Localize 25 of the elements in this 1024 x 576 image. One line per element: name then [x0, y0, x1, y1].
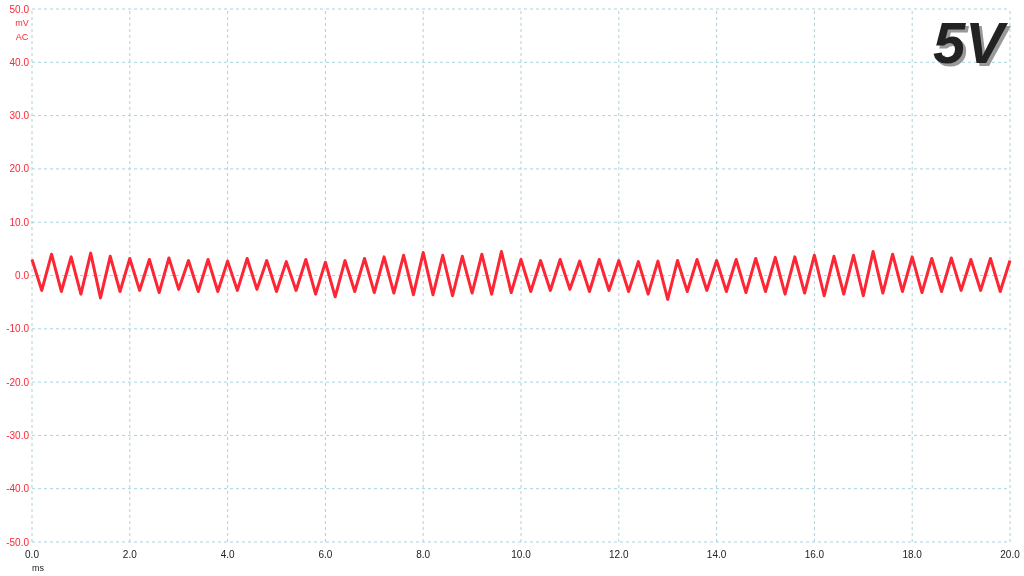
y-tick-label: -10.0	[6, 323, 30, 335]
y-tick-label: -30.0	[6, 429, 30, 441]
x-tick-label: 10.0	[511, 549, 532, 560]
y-tick-label: 0.0	[15, 270, 30, 281]
y-tick-label: 20.0	[9, 163, 30, 175]
x-tick-label: 20.0	[1000, 549, 1021, 560]
x-tick-label: 8.0	[416, 549, 431, 560]
y-axis-title: mV AC	[15, 18, 29, 42]
y-tick-label: 10.0	[9, 216, 30, 228]
x-tick-label: 16.0	[804, 549, 825, 560]
x-tick-label: 0.0	[25, 549, 40, 560]
line-series	[30, 250, 1012, 301]
y-tick-label: 30.0	[9, 110, 30, 122]
x-axis-title: ms	[32, 563, 45, 573]
x-tick-label: 12.0	[609, 549, 629, 560]
y-tick-label: -50.0	[6, 536, 30, 548]
x-tick-label: 14.0	[706, 549, 727, 560]
x-tick-label: 4.0	[220, 549, 235, 560]
x-tick-label: 18.0	[902, 549, 923, 560]
x-tick-label: 2.0	[122, 549, 138, 560]
y-tick-label: 40.0	[9, 56, 30, 68]
y-tick-label: 50.0	[9, 3, 30, 15]
x-tick-label: 6.0	[318, 549, 333, 560]
y-tick-label: -40.0	[6, 483, 30, 495]
y-tick-label: -20.0	[6, 376, 30, 388]
